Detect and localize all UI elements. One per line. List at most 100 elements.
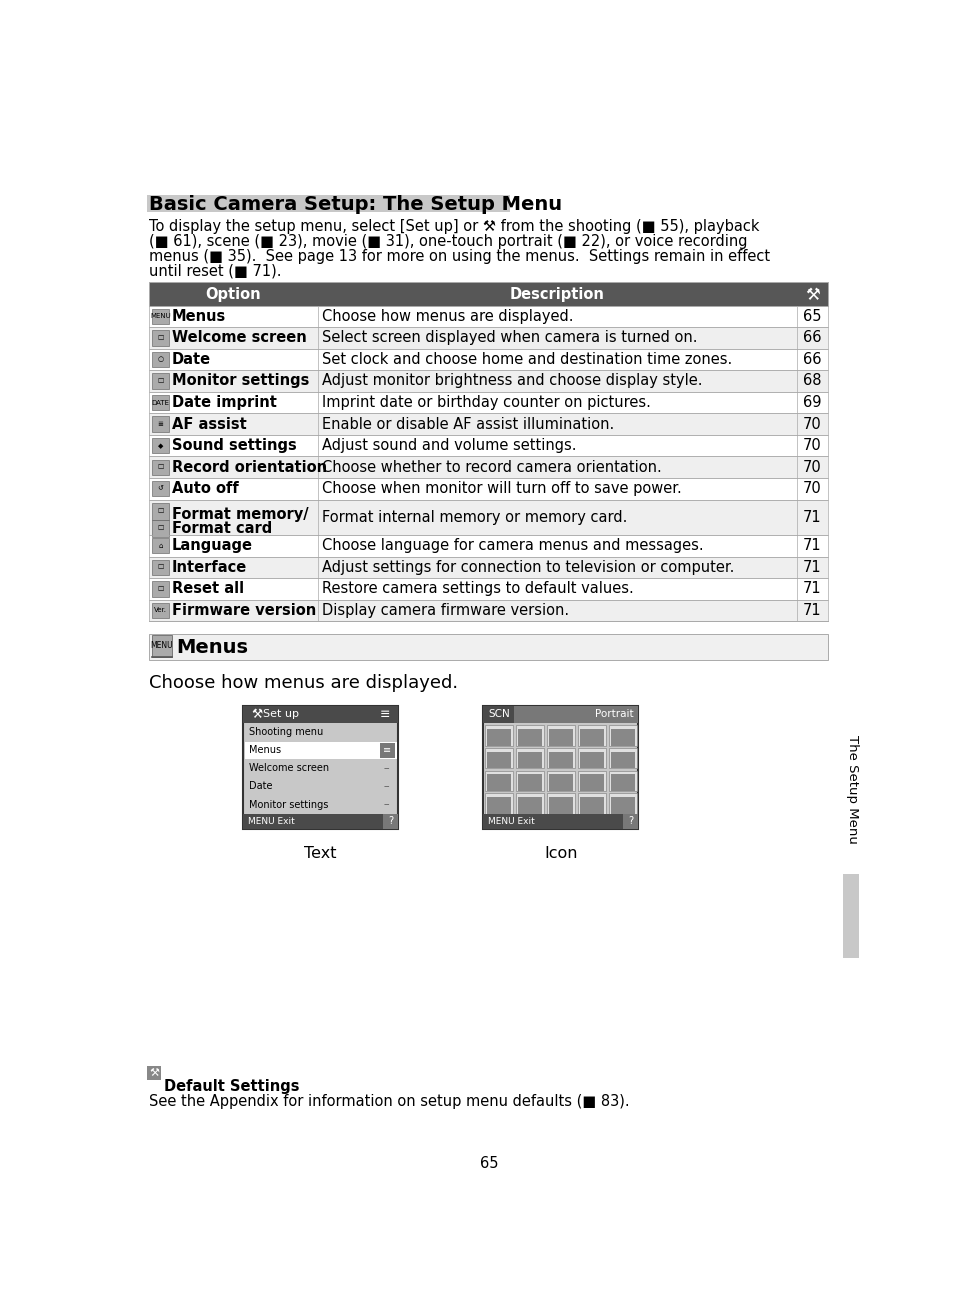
Text: 71: 71 — [801, 581, 821, 597]
Bar — [149, 371, 827, 392]
Text: Date imprint: Date imprint — [172, 396, 276, 410]
Text: Date: Date — [172, 352, 211, 367]
Text: Display camera firmware version.: Display camera firmware version. — [322, 603, 569, 618]
Bar — [149, 557, 827, 578]
Text: Format card: Format card — [172, 522, 272, 536]
Text: Adjust sound and volume settings.: Adjust sound and volume settings. — [322, 438, 577, 453]
Text: AF assist: AF assist — [172, 417, 247, 431]
Bar — [379, 742, 395, 758]
Bar — [152, 603, 169, 618]
Bar — [149, 435, 827, 456]
Text: 71: 71 — [801, 539, 821, 553]
Text: ☐: ☐ — [157, 335, 163, 340]
Bar — [152, 481, 169, 497]
Text: Auto off: Auto off — [172, 481, 238, 497]
Bar — [516, 748, 543, 769]
Text: Menus: Menus — [249, 745, 281, 756]
Bar — [147, 194, 509, 212]
Bar — [152, 560, 169, 576]
Text: ○: ○ — [157, 356, 163, 363]
Bar — [149, 599, 827, 622]
Bar — [152, 309, 169, 325]
Text: Monitor settings: Monitor settings — [249, 800, 329, 809]
Bar — [611, 774, 634, 791]
Text: MENU: MENU — [150, 313, 171, 319]
Text: Ver.: Ver. — [153, 607, 167, 614]
Text: --: -- — [384, 782, 390, 791]
Bar — [149, 456, 827, 478]
Text: Interface: Interface — [172, 560, 247, 574]
Bar — [152, 537, 169, 553]
Text: ≡: ≡ — [383, 745, 391, 756]
Bar — [514, 706, 638, 723]
Bar — [243, 813, 397, 829]
Bar — [152, 581, 169, 597]
Text: Menus: Menus — [176, 637, 249, 657]
Text: To display the setup menu, select [Set up] or ⚒ from the shooting (■ 55), playba: To display the setup menu, select [Set u… — [149, 219, 759, 234]
Bar — [579, 729, 603, 745]
Text: Sound settings: Sound settings — [172, 438, 296, 453]
Bar — [149, 578, 827, 599]
Bar — [484, 748, 513, 769]
Text: Set clock and choose home and destination time zones.: Set clock and choose home and destinatio… — [322, 352, 732, 367]
Text: Description: Description — [509, 288, 604, 302]
Bar — [487, 729, 510, 745]
Text: DATE: DATE — [152, 399, 169, 406]
Text: 66: 66 — [802, 330, 821, 346]
Bar — [578, 725, 605, 745]
Text: (■ 61), scene (■ 23), movie (■ 31), one-touch portrait (■ 22), or voice recordin: (■ 61), scene (■ 23), movie (■ 31), one-… — [149, 234, 746, 248]
Text: Format memory/: Format memory/ — [172, 507, 308, 522]
Bar — [517, 798, 541, 813]
Text: Select screen displayed when camera is turned on.: Select screen displayed when camera is t… — [322, 330, 697, 346]
Bar — [487, 798, 510, 813]
Bar — [579, 798, 603, 813]
Text: Monitor settings: Monitor settings — [172, 373, 309, 389]
Text: Record orientation: Record orientation — [172, 460, 327, 474]
Text: Format internal memory or memory card.: Format internal memory or memory card. — [322, 510, 627, 524]
Text: 70: 70 — [801, 438, 821, 453]
Bar — [578, 794, 605, 813]
Bar — [549, 752, 572, 769]
Bar — [842, 874, 858, 958]
Text: Choose language for camera menus and messages.: Choose language for camera menus and mes… — [322, 539, 703, 553]
Text: Choose how menus are displayed.: Choose how menus are displayed. — [149, 674, 457, 691]
Text: until reset (■ 71).: until reset (■ 71). — [149, 263, 281, 279]
Text: Text: Text — [304, 846, 336, 861]
Text: 70: 70 — [801, 481, 821, 497]
Text: --: -- — [384, 763, 390, 773]
Text: ◆: ◆ — [157, 443, 163, 448]
Bar — [546, 794, 575, 813]
Bar — [516, 794, 543, 813]
Text: ≣: ≣ — [157, 420, 163, 427]
Bar — [152, 635, 172, 657]
Text: Enable or disable AF assist illumination.: Enable or disable AF assist illumination… — [322, 417, 614, 431]
Bar — [152, 460, 169, 474]
Text: ⚒: ⚒ — [803, 285, 819, 304]
Text: The Setup Menu: The Setup Menu — [845, 735, 858, 844]
Text: Option: Option — [205, 288, 261, 302]
Bar — [546, 748, 575, 769]
Text: 65: 65 — [479, 1155, 497, 1171]
Text: Menus: Menus — [172, 309, 226, 323]
Text: Default Settings: Default Settings — [164, 1079, 299, 1093]
Text: 66: 66 — [802, 352, 821, 367]
Bar — [149, 633, 827, 660]
Bar — [149, 327, 827, 348]
Bar — [608, 748, 637, 769]
Bar — [483, 813, 638, 829]
Bar — [484, 794, 513, 813]
Text: Welcome screen: Welcome screen — [249, 763, 329, 774]
Bar — [484, 770, 513, 791]
Text: ≡: ≡ — [379, 708, 390, 721]
Text: 70: 70 — [801, 460, 821, 474]
Bar — [243, 706, 397, 829]
Bar — [152, 352, 169, 367]
Text: Set up: Set up — [262, 710, 298, 719]
Text: 69: 69 — [802, 396, 821, 410]
Bar — [147, 1066, 161, 1080]
Bar — [149, 435, 827, 456]
Text: Adjust settings for connection to television or computer.: Adjust settings for connection to televi… — [322, 560, 734, 574]
Text: Date: Date — [249, 782, 273, 791]
Text: Imprint date or birthday counter on pictures.: Imprint date or birthday counter on pict… — [322, 396, 651, 410]
Text: 70: 70 — [801, 417, 821, 431]
